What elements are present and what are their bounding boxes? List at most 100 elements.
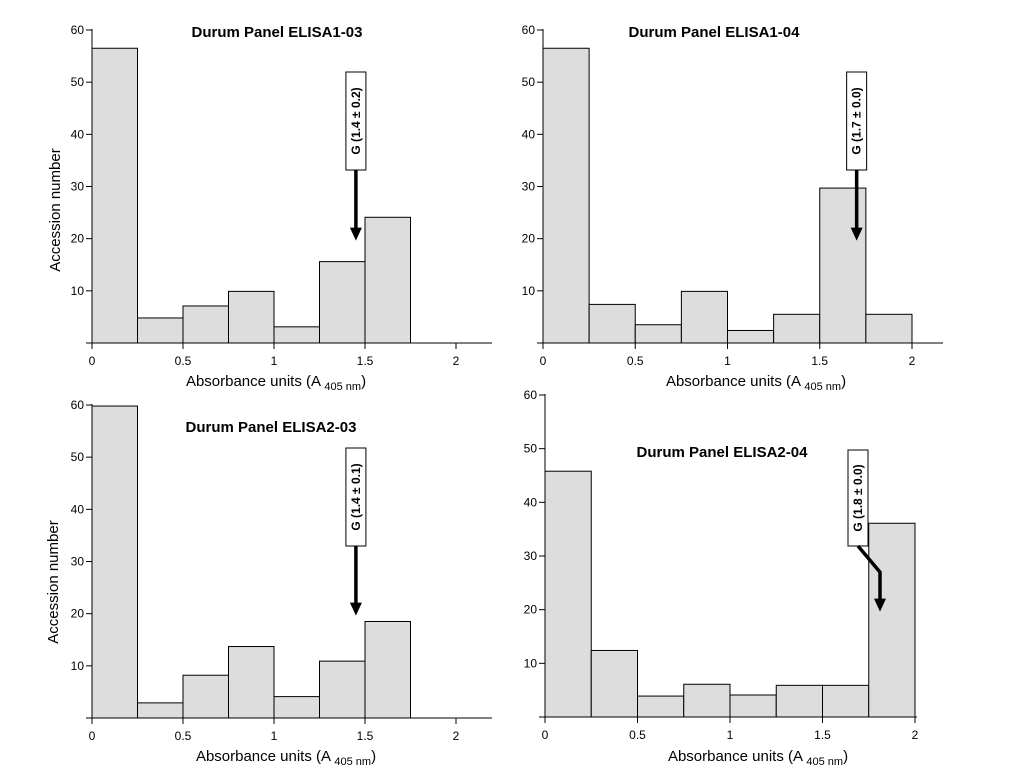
bar — [868, 522, 916, 718]
g-label-text: G (1.4 ± 0.2) — [349, 87, 363, 154]
x-tick-label: 1 — [727, 728, 734, 742]
x-axis-label: Absorbance units (A 405 nm) — [668, 748, 848, 768]
y-axis-label: Accession number — [47, 148, 64, 271]
bar — [273, 326, 320, 344]
x-tick-label: 0 — [89, 354, 96, 368]
y-tick-label: 20 — [71, 232, 85, 246]
bar — [319, 660, 366, 719]
x-axis-label: Absorbance units (A 405 nm) — [666, 373, 846, 393]
x-tick-label: 1.5 — [357, 729, 374, 743]
bar — [588, 303, 636, 344]
g-annotation: G (1.4 ± 0.1) — [345, 447, 367, 616]
chart-panel-3: 10 20 30 40 50 60 0 0.5 1 1.5 2 Durum Panel ELISA2-… — [45, 398, 492, 768]
bar — [822, 684, 870, 718]
y-tick-label: 60 — [522, 23, 536, 37]
x-tick-label: 0 — [540, 354, 547, 368]
bars — [91, 405, 411, 719]
y-tick-label: 50 — [71, 75, 85, 89]
y-tick-label: 40 — [71, 502, 85, 516]
bar — [91, 47, 138, 344]
y-tick-label: 60 — [71, 398, 85, 412]
x-tick-label: 0.5 — [627, 354, 644, 368]
x-tick-label: 2 — [912, 728, 919, 742]
x-tick-label: 1.5 — [814, 728, 831, 742]
g-arrowhead — [349, 227, 362, 241]
x-tick-label: 0.5 — [629, 728, 646, 742]
bar — [637, 695, 685, 718]
chart-title: Durum Panel ELISA1-03 — [192, 24, 363, 41]
bar — [683, 683, 731, 718]
x-tick-label: 2 — [453, 354, 460, 368]
y-tick-label: 20 — [524, 603, 538, 617]
bar — [542, 47, 590, 344]
bar — [273, 696, 320, 719]
chart-panel-2: 10 20 30 40 50 60 0 0.5 1 1.5 2 Durum Panel ELISA1-… — [522, 23, 943, 393]
bar — [137, 702, 184, 719]
g-arrowhead — [349, 602, 362, 616]
x-tick-label: 2 — [909, 354, 916, 368]
chart-title: Durum Panel ELISA2-04 — [637, 444, 809, 461]
y-tick-label: 40 — [524, 495, 538, 509]
x-tick-label: 1 — [271, 354, 278, 368]
bar — [364, 620, 411, 719]
bar — [182, 305, 229, 344]
x-tick-label: 1.5 — [811, 354, 828, 368]
y-tick-label: 10 — [524, 656, 538, 670]
g-label-text: G (1.8 ± 0.0) — [851, 464, 865, 531]
bar — [228, 290, 275, 344]
x-tick-label: 0.5 — [175, 354, 192, 368]
x-tick-label: 1 — [724, 354, 731, 368]
y-axis-label: Accession number — [45, 520, 62, 643]
y-tick-label: 20 — [71, 607, 85, 621]
bar — [865, 313, 913, 344]
y-tick-label: 40 — [522, 127, 536, 141]
bar — [590, 649, 638, 718]
bar — [634, 324, 682, 344]
y-tick-label: 10 — [522, 284, 536, 298]
g-annotation: G (1.7 ± 0.0) — [846, 71, 868, 241]
bar — [819, 187, 867, 344]
g-arrowhead — [874, 598, 886, 612]
x-tick-label: 2 — [453, 729, 460, 743]
g-arrowhead — [850, 227, 863, 241]
y-tick-label: 10 — [71, 284, 85, 298]
y-tick-label: 40 — [71, 127, 85, 141]
bar — [544, 470, 592, 718]
chart-title: Durum Panel ELISA2-03 — [186, 419, 357, 436]
bar — [228, 646, 275, 719]
bar — [727, 329, 775, 344]
x-tick-label: 1.5 — [357, 354, 374, 368]
y-tick-label: 30 — [71, 180, 85, 194]
x-tick-label: 1 — [271, 729, 278, 743]
y-tick-label: 50 — [524, 442, 538, 456]
g-label-text: G (1.4 ± 0.1) — [349, 463, 363, 530]
bars — [91, 47, 411, 344]
x-tick-label: 0 — [542, 728, 549, 742]
g-label-text: G (1.7 ± 0.0) — [850, 87, 864, 154]
bar — [364, 216, 411, 344]
x-axis-label: Absorbance units (A 405 nm) — [186, 373, 366, 393]
y-tick-label: 60 — [71, 23, 85, 37]
x-axis-label: Absorbance units (A 405 nm) — [196, 748, 376, 768]
y-tick-label: 10 — [71, 659, 85, 673]
bar — [680, 290, 728, 344]
g-annotation: G (1.8 ± 0.0) — [847, 449, 886, 612]
y-tick-label: 30 — [522, 180, 536, 194]
bar — [319, 261, 366, 344]
bar — [91, 405, 138, 719]
y-tick-label: 50 — [71, 450, 85, 464]
bar — [182, 674, 229, 719]
bar — [729, 694, 777, 718]
chart-panel-1: 10 20 30 40 50 60 0 0.5 1 1.5 2 Durum Panel ELISA1-… — [47, 23, 492, 393]
x-tick-label: 0 — [89, 729, 96, 743]
y-tick-label: 50 — [522, 75, 536, 89]
x-tick-label: 0.5 — [175, 729, 192, 743]
chart-title: Durum Panel ELISA1-04 — [629, 24, 801, 41]
y-tick-label: 60 — [524, 388, 538, 402]
g-arrow — [856, 544, 882, 600]
g-annotation: G (1.4 ± 0.2) — [345, 71, 367, 241]
y-tick-label: 30 — [71, 555, 85, 569]
y-tick-label: 20 — [522, 232, 536, 246]
chart-panel-4: 10 20 30 40 50 60 0 0.5 1 1.5 2 Durum Panel ELISA2-… — [524, 388, 919, 768]
